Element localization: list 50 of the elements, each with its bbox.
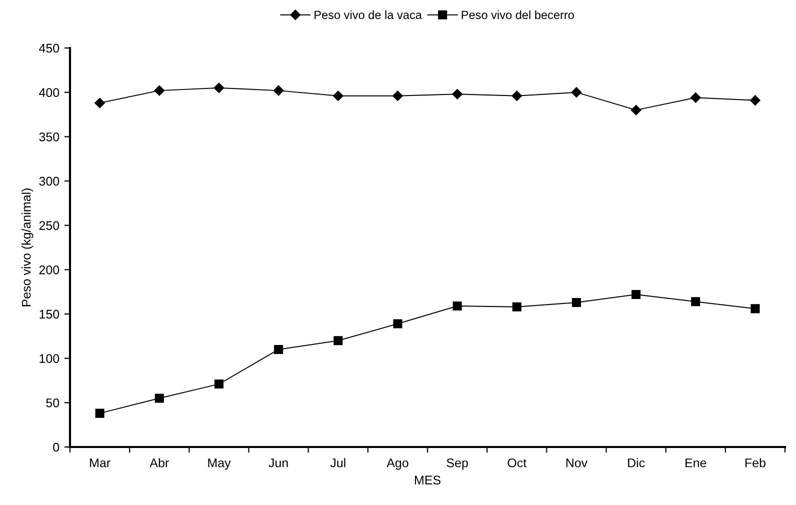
- legend-label: Peso vivo de la vaca: [314, 10, 422, 20]
- point: [512, 90, 522, 101]
- point: [214, 380, 224, 389]
- y-tick-label: 50: [46, 398, 60, 408]
- y-tick-label: 400: [39, 88, 60, 97]
- y-tick-label: 350: [39, 132, 60, 142]
- point: [512, 302, 522, 312]
- x-tick-label: Oct: [508, 458, 527, 468]
- x-tick-label: May: [208, 458, 231, 470]
- point: [632, 290, 641, 300]
- x-tick-label: Jul: [330, 458, 346, 468]
- y-tick-label: 100: [40, 354, 60, 363]
- x-tick-label: Ago: [386, 458, 408, 470]
- y-tick-label: 250: [39, 221, 60, 230]
- point: [334, 336, 343, 346]
- x-tick-label: Nov: [566, 458, 588, 468]
- x-tick-label: Jun: [268, 458, 288, 468]
- x-tick-label: Ene: [686, 458, 706, 468]
- point: [452, 302, 462, 311]
- point: [690, 92, 701, 103]
- y-axis-title: Peso vivo (kg/animal): [22, 188, 34, 306]
- point: [95, 408, 104, 418]
- point: [572, 298, 581, 307]
- x-axis-title: MES: [414, 476, 440, 484]
- x-tick-label: Feb: [745, 458, 766, 468]
- y-tick-label: 0: [53, 442, 60, 452]
- point: [392, 90, 403, 101]
- point: [691, 297, 700, 306]
- y-tick-label: 450: [39, 44, 60, 53]
- point: [214, 82, 224, 94]
- point: [333, 90, 344, 101]
- point: [750, 304, 760, 314]
- point: [274, 344, 284, 354]
- x-tick-label: Mar: [90, 458, 110, 468]
- point: [393, 319, 402, 328]
- point: [94, 98, 105, 108]
- y-tick-label: 150: [40, 310, 60, 319]
- point: [154, 394, 164, 403]
- x-tick-label: Dic: [628, 458, 645, 468]
- x-tick-label: Abr: [150, 458, 169, 468]
- legend-label: Peso vivo del becerro: [462, 10, 574, 20]
- point: [750, 95, 760, 106]
- point: [154, 85, 164, 96]
- point: [452, 88, 462, 100]
- point: [630, 104, 642, 116]
- point: [273, 85, 284, 96]
- x-tick-label: Sep: [446, 458, 468, 470]
- y-tick-label: 200: [39, 265, 60, 274]
- point: [571, 87, 582, 98]
- y-tick-label: 300: [39, 176, 60, 186]
